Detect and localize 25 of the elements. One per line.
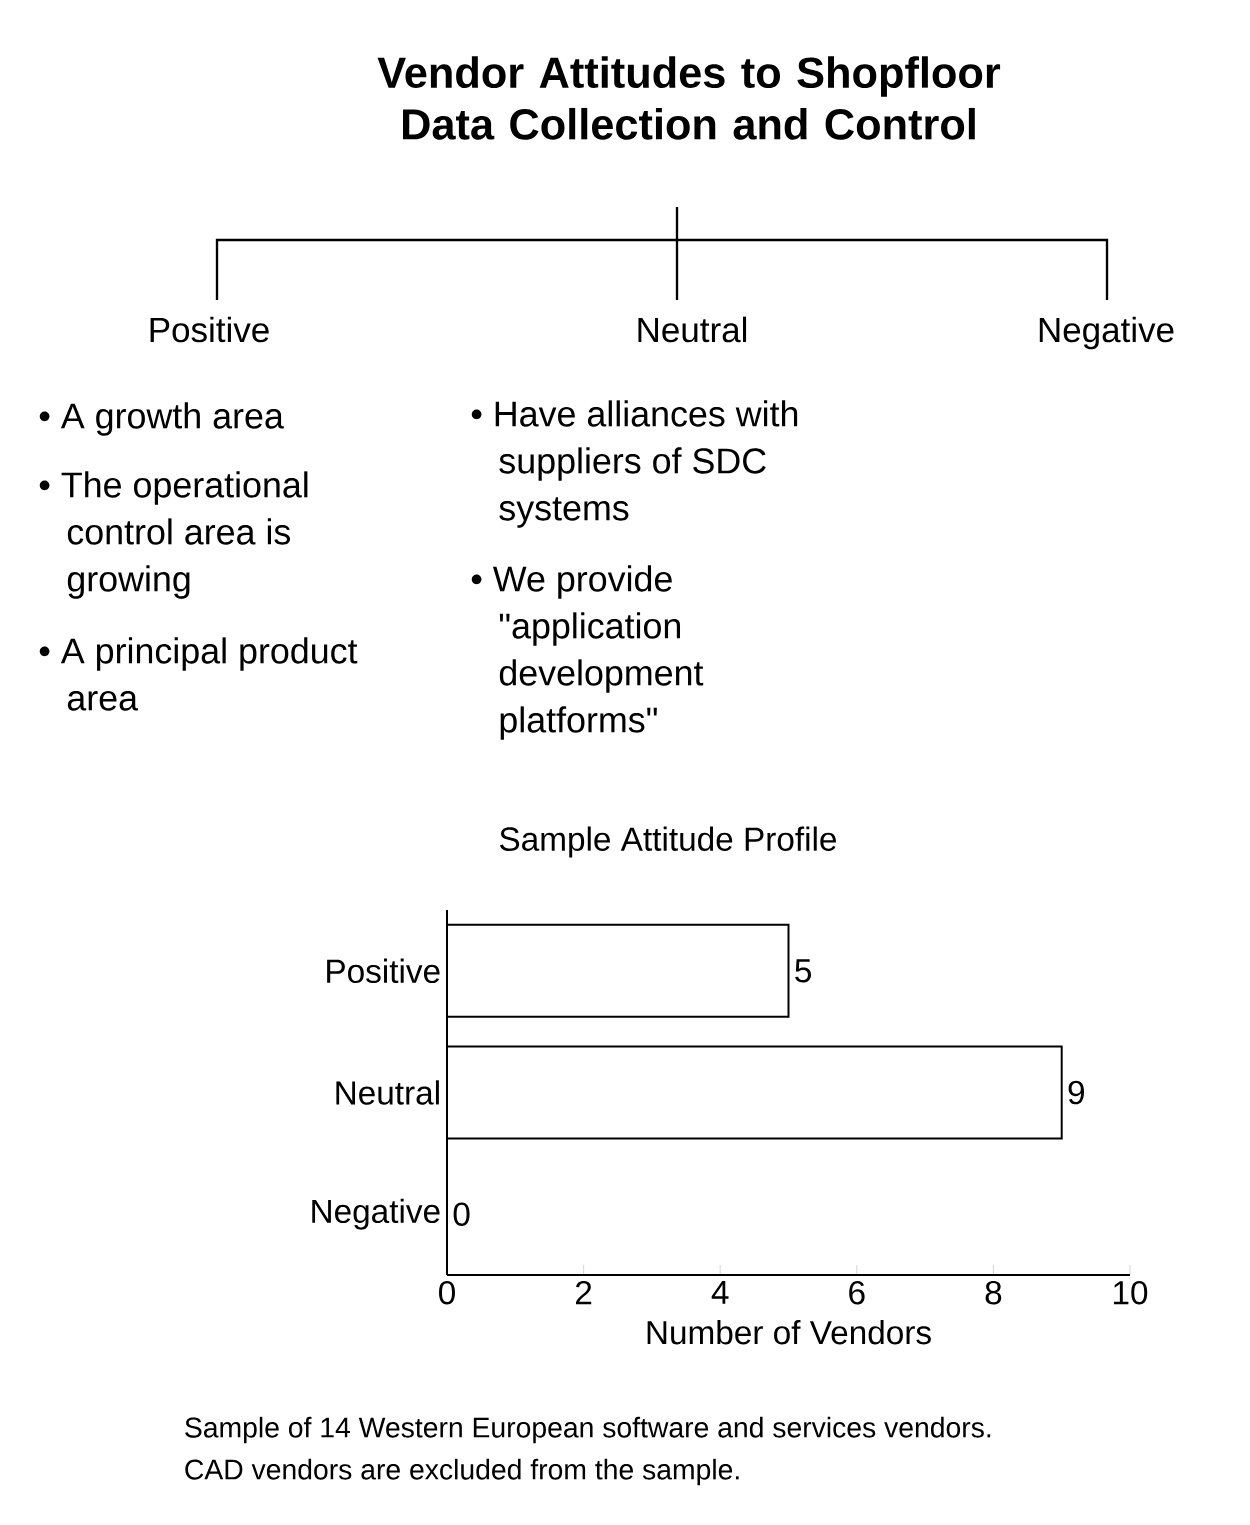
- x-tick-label: 4: [711, 1280, 729, 1304]
- text: Negative: [1039, 316, 1174, 350]
- text: • Have alliances with suppliers of SDC systems: [471, 400, 798, 528]
- y-tick-label: Neutral: [336, 1080, 439, 1105]
- text: Positive: [150, 316, 269, 343]
- text: Sample of 14 Western European software and services vendors.: [185, 1416, 991, 1444]
- text: • We provide "application development platforms": [471, 565, 704, 740]
- chart-subtitle: Sample Attitude Profile: [499, 826, 836, 858]
- data-label: 5: [795, 959, 811, 983]
- text: • A growth area: [39, 402, 284, 436]
- x-axis-title: Number of Vendors: [647, 1319, 931, 1345]
- text: CAD vendors are excluded from the sample.: [185, 1458, 739, 1486]
- data-label: 0: [453, 1202, 470, 1226]
- x-tick-label: 8: [985, 1280, 1002, 1305]
- chart-title: Vendor Attitudes to Shopfloor Data Collection and Control: [377, 56, 1001, 140]
- x-tick-label: 2: [576, 1280, 592, 1305]
- x-tick-label: 10: [1114, 1280, 1148, 1305]
- text: • The operational control area is growing: [39, 471, 308, 599]
- text: • A principal product area: [39, 637, 358, 711]
- data-label: 9: [1068, 1080, 1084, 1105]
- x-tick-label: 0: [439, 1280, 455, 1305]
- y-tick-label: Positive: [327, 958, 440, 984]
- x-tick-label: 6: [849, 1280, 865, 1305]
- y-tick-label: Negative: [312, 1198, 440, 1230]
- text: Neutral: [638, 316, 747, 343]
